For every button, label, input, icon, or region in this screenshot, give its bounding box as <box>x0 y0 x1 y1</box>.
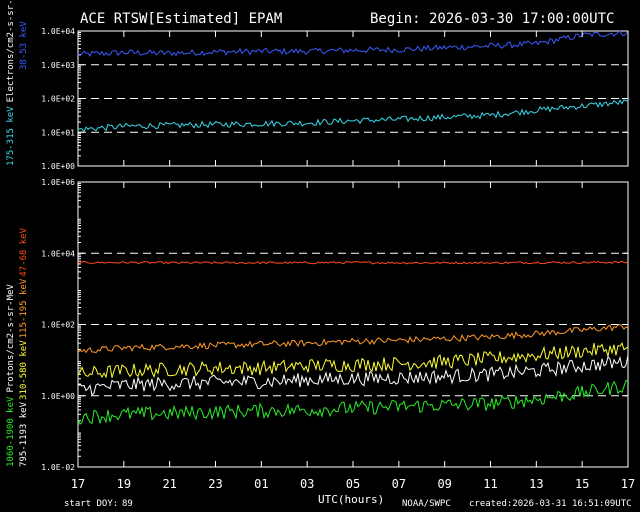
electron-panel: 1.0E+00 1.0E+01 1.0E+02 1.0E+03 1.0E+04 <box>41 27 629 171</box>
x-tick-label: 17 <box>621 477 635 491</box>
series-line <box>77 30 629 58</box>
proton-310-label: 310-580 keV <box>19 340 29 400</box>
electron-ylabel-group2: 38-53 keV <box>19 21 29 70</box>
proton-47-label: 47-68 keV <box>19 227 29 276</box>
y-tick-label: 1.0E+02 <box>41 95 75 104</box>
y-tick-label: 1.0E+04 <box>41 27 75 36</box>
x-tick-label: 05 <box>346 477 360 491</box>
proton-ylabel-group: 1060-1900 keV Protons/cm2-s-sr-MeV <box>6 284 16 467</box>
svg-text:175-315 keVElectrons/cm2-s-sr-: 175-315 keV Electrons/cm2-s-sr-MeV <box>6 0 16 166</box>
proton-115-label: 115-195 keV <box>19 278 29 338</box>
x-tick-label: 01 <box>254 477 268 491</box>
electron-175-label: 175-315 keV <box>6 106 16 166</box>
electron-ylabel: Electrons/cm2-s-sr-MeV <box>6 0 16 102</box>
x-tick-label: 11 <box>483 477 497 491</box>
y-tick-label: 1.0E+02 <box>41 321 75 330</box>
x-tick-label: 23 <box>208 477 222 491</box>
electron-ylabel-group: 175-315 keV Electrons/cm2-s-sr-MeV <box>6 0 16 166</box>
y-tick-label: 1.0E-02 <box>41 463 75 472</box>
chart-title: ACE RTSW[Estimated] EPAM <box>80 11 282 27</box>
series-line <box>77 379 629 425</box>
proton-ylabel: Protons/cm2-s-sr-MeV <box>6 284 16 393</box>
proton-795-label: 795-1193 keV <box>19 401 29 467</box>
proton-panel: 1.0E-02 1.0E+00 1.0E+02 1.0E+04 1.0E+06 <box>41 178 629 472</box>
y-tick-label: 1.0E+03 <box>41 61 75 70</box>
x-tick-label: 21 <box>162 477 176 491</box>
series-line <box>77 323 629 354</box>
x-tick-label: 13 <box>529 477 543 491</box>
svg-text:1060-1900 keVProtons/cm2-s-sr-: 1060-1900 keV Protons/cm2-s-sr-MeV <box>6 284 16 467</box>
x-tick-label: 19 <box>117 477 131 491</box>
y-tick-label: 1.0E+04 <box>41 249 75 258</box>
series-line <box>77 355 629 396</box>
x-axis-label: UTC(hours) <box>318 493 384 506</box>
begin-time: Begin: 2026-03-30 17:00:00UTC <box>370 11 614 27</box>
start-doy-value: 89 <box>122 499 133 509</box>
start-doy-label: start DOY: <box>64 499 118 509</box>
x-tick-label: 17 <box>71 477 85 491</box>
x-tick-label: 07 <box>392 477 406 491</box>
series-line <box>77 260 629 265</box>
x-axis: 17 19 21 23 01 03 05 07 09 11 13 15 17 <box>71 31 635 491</box>
electron-38-label: 38-53 keV <box>19 21 29 70</box>
created-timestamp: created:2026-03-31 16:51:09UTC <box>469 499 632 509</box>
series-line <box>77 342 629 379</box>
proton-ylabel-group2: 795-1193 keV310-580 keV 115-195 keV 47-68 … <box>19 227 29 467</box>
svg-text:795-1193 keV310-580 keV115-195: 795-1193 keV310-580 keV 115-195 keV 47-68 … <box>19 227 29 467</box>
y-tick-label: 1.0E+06 <box>41 178 75 187</box>
y-tick-label: 1.0E+00 <box>41 392 75 401</box>
series-line <box>77 98 629 133</box>
x-tick-label: 15 <box>575 477 589 491</box>
y-tick-label: 1.0E+00 <box>41 162 75 171</box>
y-tick-label: 1.0E+01 <box>41 128 75 137</box>
proton-1060-label: 1060-1900 keV <box>6 396 16 467</box>
x-tick-label: 09 <box>437 477 451 491</box>
credit-text: NOAA/SWPC <box>402 499 451 509</box>
x-tick-label: 03 <box>300 477 314 491</box>
